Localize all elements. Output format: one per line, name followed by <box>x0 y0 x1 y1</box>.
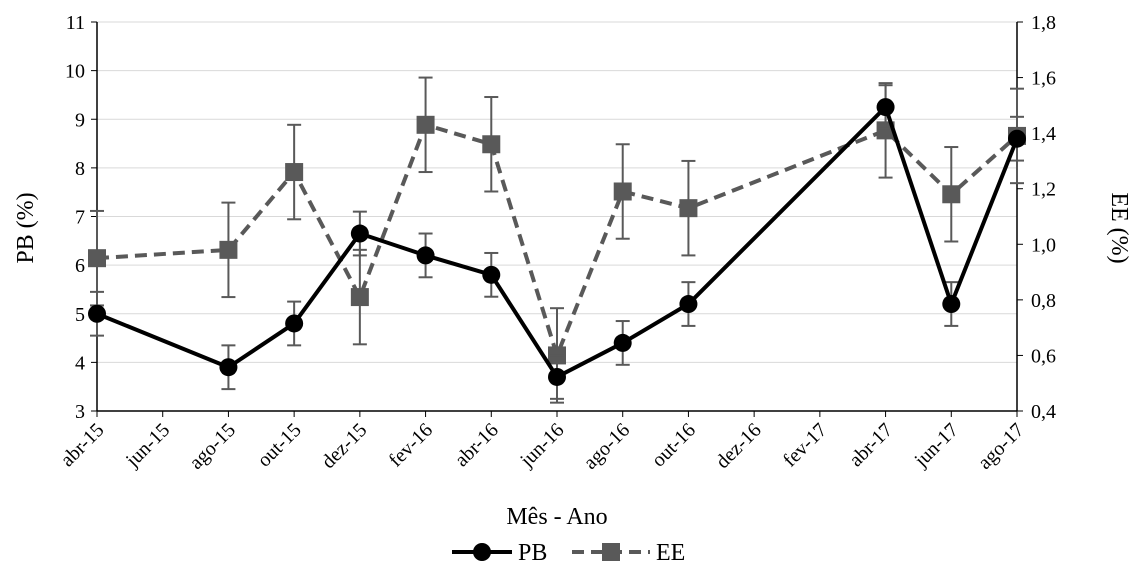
pb-point <box>548 367 566 386</box>
x-tick-label: ago-15 <box>185 419 240 474</box>
pb-point <box>285 314 304 333</box>
x-tick-label: out-16 <box>647 419 699 471</box>
pb-point <box>942 295 961 314</box>
ee-point <box>285 163 304 182</box>
x-tick-label: jun-16 <box>515 419 568 472</box>
y-right-tick-label: 1,2 <box>1031 179 1056 201</box>
ee-point <box>416 115 435 134</box>
y-right-tick-label: 1,0 <box>1031 234 1056 256</box>
ee-point <box>482 135 501 154</box>
x-tick-label: abr-16 <box>451 419 503 471</box>
pb-line <box>96 105 1019 379</box>
x-tick-label: abr-15 <box>56 419 108 471</box>
y-right-tick-label: 1,4 <box>1031 123 1056 145</box>
x-tick-label: ago-17 <box>974 419 1029 474</box>
y-right-tick-label: 1,6 <box>1031 68 1056 90</box>
ee-point <box>942 185 961 204</box>
pb-point <box>482 265 501 284</box>
ee-point <box>219 240 238 259</box>
legend-pb-marker <box>473 543 491 561</box>
x-axis-title: Mês - Ano <box>506 504 607 530</box>
pb-point <box>350 224 369 243</box>
x-tick-label: abr-17 <box>845 419 897 471</box>
y-right-tick-label: 1,8 <box>1031 12 1056 34</box>
pb-point <box>88 304 106 323</box>
y-axis-left-title: PB (%) <box>13 192 39 263</box>
ee-point <box>350 288 369 307</box>
x-tick-label: ago-16 <box>579 419 634 474</box>
tick-labels: 3 4 5 6 7 8 9 10 11 0,4 0,6 0,8 1,0 1,2 1,4 1,6 1,8 abr-1… <box>56 12 1056 474</box>
y-left-tick-label: 6 <box>75 255 85 277</box>
series-pb <box>88 84 1026 400</box>
x-tick-label: out-15 <box>253 419 305 471</box>
y-left-tick-label: 9 <box>75 109 85 131</box>
y-left-tick-label: 5 <box>75 304 85 326</box>
legend-ee-label: EE <box>656 540 685 563</box>
pb-point <box>679 295 698 314</box>
pb-point <box>876 98 895 117</box>
y-right-tick-label: 0,4 <box>1031 401 1056 423</box>
x-tick-label: jun-17 <box>910 419 963 472</box>
pb-point <box>613 333 632 352</box>
y-left-tick-label: 4 <box>75 352 85 374</box>
x-tick-label: dez-16 <box>712 419 766 473</box>
pb-point <box>416 246 435 265</box>
y-left-tick-label: 10 <box>65 61 85 83</box>
y-left-tick-label: 11 <box>66 12 85 34</box>
y-right-tick-label: 0,6 <box>1031 345 1056 367</box>
legend-pb-label: PB <box>518 540 547 563</box>
legend-ee-marker <box>602 543 620 561</box>
y-axis-right-title: EE (%) <box>1106 192 1132 263</box>
pb-point <box>1008 129 1026 148</box>
gridlines <box>97 21 1017 363</box>
ee-point <box>88 249 106 268</box>
x-tick-label: fev-17 <box>779 419 831 471</box>
y-left-tick-label: 7 <box>75 207 85 229</box>
ee-point <box>679 199 698 218</box>
pb-point <box>219 358 238 377</box>
x-tick-label: jun-15 <box>121 419 174 472</box>
legend: PB EE <box>452 540 685 563</box>
x-tick-label: dez-15 <box>317 419 371 473</box>
y-left-tick-label: 8 <box>75 158 85 180</box>
y-right-tick-label: 0,8 <box>1031 290 1056 312</box>
ee-point <box>613 182 632 201</box>
y-left-tick-label: 3 <box>75 401 85 423</box>
x-tick-label: fev-16 <box>385 419 437 471</box>
